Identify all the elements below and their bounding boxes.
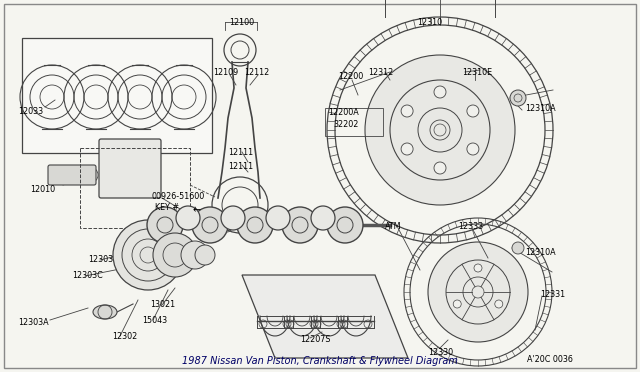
Circle shape [195, 245, 215, 265]
Circle shape [467, 105, 479, 117]
Text: KEY #: KEY # [155, 203, 179, 212]
Polygon shape [242, 275, 408, 358]
Text: 12331: 12331 [540, 290, 565, 299]
Text: 12112: 12112 [244, 68, 269, 77]
Text: 12312: 12312 [368, 68, 393, 77]
Circle shape [147, 207, 183, 243]
Text: 32202: 32202 [333, 120, 358, 129]
Circle shape [282, 207, 318, 243]
Text: 12200: 12200 [338, 72, 364, 81]
Circle shape [237, 207, 273, 243]
Circle shape [327, 207, 363, 243]
FancyBboxPatch shape [48, 165, 96, 185]
Circle shape [311, 206, 335, 230]
Text: ATM: ATM [385, 222, 401, 231]
Circle shape [512, 242, 524, 254]
Text: 12207S: 12207S [300, 335, 330, 344]
Text: ←: ← [193, 205, 201, 215]
Text: 12109: 12109 [213, 68, 238, 77]
Text: 12303: 12303 [88, 255, 113, 264]
Circle shape [434, 162, 446, 174]
Circle shape [495, 300, 503, 308]
Text: 12333: 12333 [458, 222, 483, 231]
Text: 12310E: 12310E [462, 68, 492, 77]
Bar [325, 108, 383, 136]
Bar [80, 148, 190, 228]
Circle shape [467, 143, 479, 155]
Text: A'20C 0036: A'20C 0036 [527, 355, 573, 364]
Text: 1987 Nissan Van Piston, Crankshaft & Flywheel Diagram: 1987 Nissan Van Piston, Crankshaft & Fly… [182, 356, 458, 366]
Ellipse shape [93, 305, 117, 319]
Text: 12010: 12010 [30, 185, 55, 194]
Circle shape [153, 233, 197, 277]
Circle shape [510, 90, 526, 106]
Circle shape [266, 206, 290, 230]
Circle shape [221, 206, 245, 230]
FancyBboxPatch shape [99, 139, 161, 198]
Circle shape [192, 207, 228, 243]
Circle shape [181, 241, 209, 269]
Text: 12310A: 12310A [525, 248, 556, 257]
Circle shape [434, 86, 446, 98]
Circle shape [428, 242, 528, 342]
Circle shape [176, 206, 200, 230]
Text: 00926-51600: 00926-51600 [152, 192, 205, 201]
Text: 12200A: 12200A [328, 108, 359, 117]
Circle shape [401, 105, 413, 117]
Text: 12330: 12330 [428, 348, 453, 357]
Circle shape [113, 220, 183, 290]
Text: 13021: 13021 [150, 300, 175, 309]
Text: 12033: 12033 [18, 107, 43, 116]
Bar [22, 38, 212, 153]
Circle shape [453, 300, 461, 308]
Text: 15043: 15043 [142, 316, 167, 325]
Text: 12100: 12100 [229, 18, 255, 27]
Circle shape [365, 55, 515, 205]
Circle shape [474, 264, 482, 272]
Text: 12302: 12302 [112, 332, 137, 341]
Text: 12310: 12310 [417, 18, 443, 27]
Text: 12310A: 12310A [525, 104, 556, 113]
Circle shape [401, 143, 413, 155]
Text: 12111: 12111 [228, 148, 253, 157]
Text: 12303A: 12303A [18, 318, 49, 327]
Text: 12303C: 12303C [72, 271, 103, 280]
Text: 12111: 12111 [228, 162, 253, 171]
